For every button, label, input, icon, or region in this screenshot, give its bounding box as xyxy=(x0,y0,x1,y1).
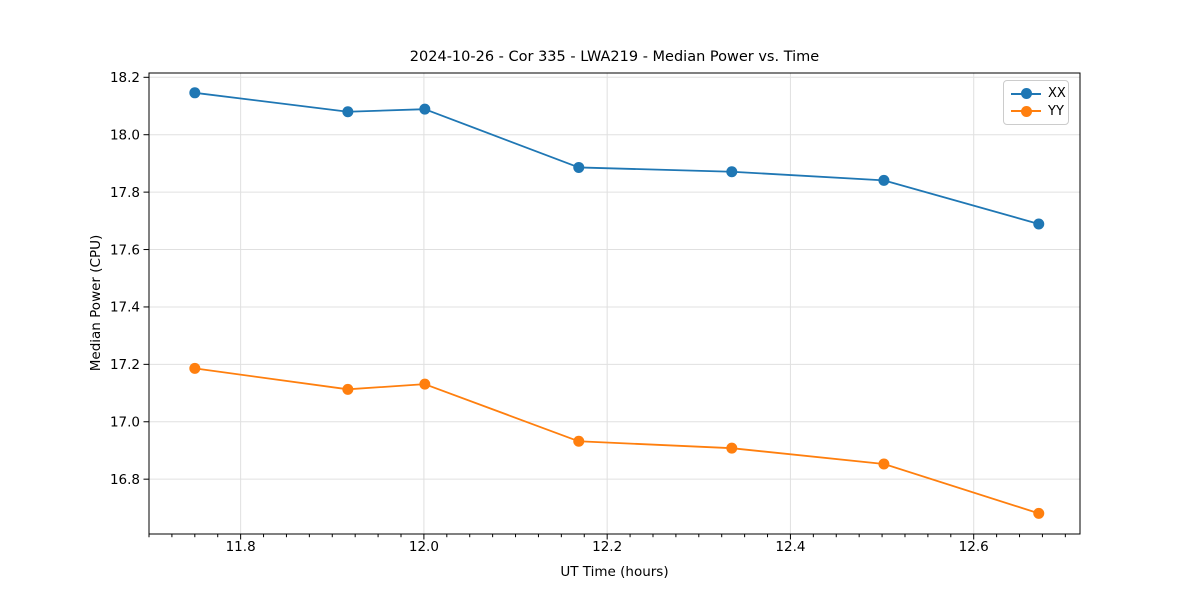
legend: XX YY xyxy=(1003,80,1069,125)
legend-label: XX xyxy=(1048,86,1066,102)
x-tick-label: 12.2 xyxy=(592,539,622,555)
axes-frame xyxy=(148,72,1081,535)
yy-data-point xyxy=(189,362,201,374)
xx-data-point xyxy=(878,174,890,186)
yy-data-point xyxy=(1033,507,1045,519)
yy-data-point xyxy=(726,442,738,454)
legend-item-yy: YY xyxy=(1011,103,1064,121)
y-tick-label: 17.2 xyxy=(110,357,140,373)
legend-marker-sample xyxy=(1020,88,1032,100)
legend-item-xx: XX xyxy=(1011,85,1066,103)
xx-data-point xyxy=(573,161,585,173)
xx-data-point xyxy=(342,106,354,118)
legend-line-marker-icon xyxy=(1011,105,1041,117)
chart-title: 2024-10-26 - Cor 335 - LWA219 - Median P… xyxy=(409,49,820,65)
yy-series-line xyxy=(194,367,1040,515)
x-axis-label: UT Time (hours) xyxy=(560,564,669,580)
y-tick-label: 18.2 xyxy=(110,70,140,86)
legend-line-marker-icon xyxy=(1011,88,1041,100)
yy-data-point xyxy=(342,383,354,395)
xx-data-point xyxy=(726,166,738,178)
xx-data-point xyxy=(419,103,431,115)
x-tick-label: 11.8 xyxy=(226,539,256,555)
x-tick-label: 12.6 xyxy=(959,539,989,555)
y-tick-label: 17.4 xyxy=(110,300,140,316)
xx-series-line xyxy=(194,91,1040,225)
y-tick-label: 17.0 xyxy=(110,415,140,431)
xx-data-point xyxy=(1033,218,1045,230)
xx-data-point xyxy=(189,87,201,99)
legend-label: YY xyxy=(1048,103,1064,119)
legend-marker-sample xyxy=(1020,105,1032,117)
y-tick-label: 16.8 xyxy=(110,472,140,488)
yy-data-point xyxy=(573,435,585,447)
yy-data-point xyxy=(419,378,431,390)
y-tick-label: 18.0 xyxy=(110,128,140,144)
x-tick-label: 12.4 xyxy=(775,539,805,555)
y-axis-label: Median Power (CPU) xyxy=(88,234,104,372)
x-tick-label: 12.0 xyxy=(409,539,439,555)
yy-data-point xyxy=(878,458,890,470)
y-tick-label: 17.6 xyxy=(110,242,140,258)
y-tick-label: 17.8 xyxy=(110,185,140,201)
